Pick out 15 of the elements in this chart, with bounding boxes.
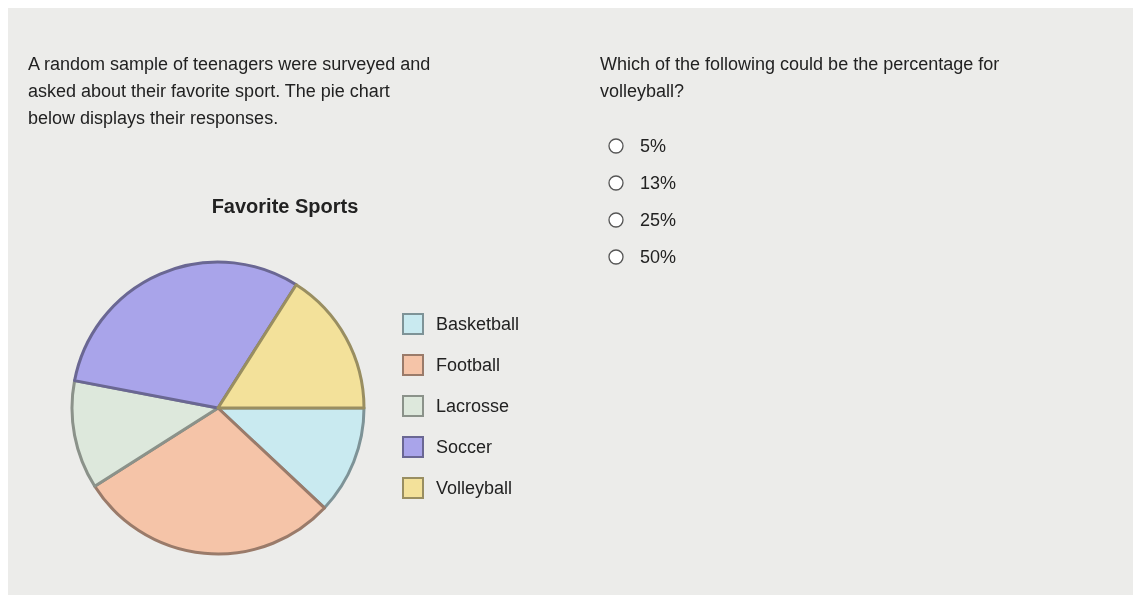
text: A random sample of teenagers were surveyed and asked about their favorite sport. The pie chart below displays their responses. bbox=[28, 54, 431, 128]
text: 25% bbox=[640, 210, 677, 230]
text: 13% bbox=[640, 173, 677, 193]
text: 50% bbox=[640, 247, 677, 267]
legend-label: Basketball bbox=[436, 314, 520, 334]
text: 5% bbox=[640, 136, 667, 156]
chart-title: Favorite Sports bbox=[211, 195, 359, 217]
text: Which of the following could be the percentage for volleyball? bbox=[600, 54, 1000, 101]
pie-slice bbox=[216, 283, 366, 410]
pie-slice bbox=[73, 260, 298, 410]
legend-label: Volleyball bbox=[436, 478, 513, 498]
legend-label: Football bbox=[436, 355, 501, 375]
legend-label: Soccer bbox=[436, 437, 493, 457]
legend-label: Lacrosse bbox=[436, 396, 510, 416]
pie-slice bbox=[70, 379, 220, 488]
